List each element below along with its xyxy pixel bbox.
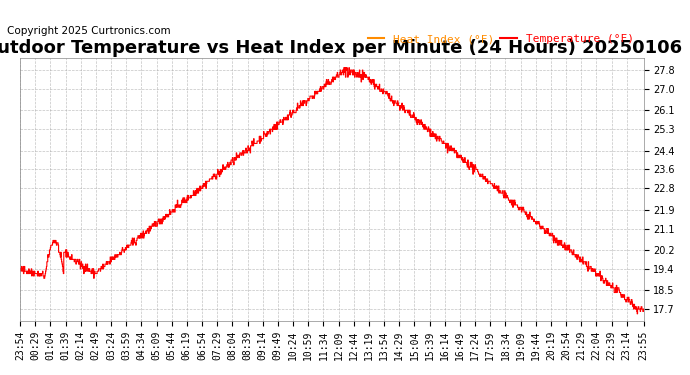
Legend: Heat Index (°F), Temperature (°F): Heat Index (°F), Temperature (°F)	[364, 30, 638, 48]
Text: Copyright 2025 Curtronics.com: Copyright 2025 Curtronics.com	[7, 26, 170, 36]
Title: Outdoor Temperature vs Heat Index per Minute (24 Hours) 20250106: Outdoor Temperature vs Heat Index per Mi…	[0, 39, 682, 57]
